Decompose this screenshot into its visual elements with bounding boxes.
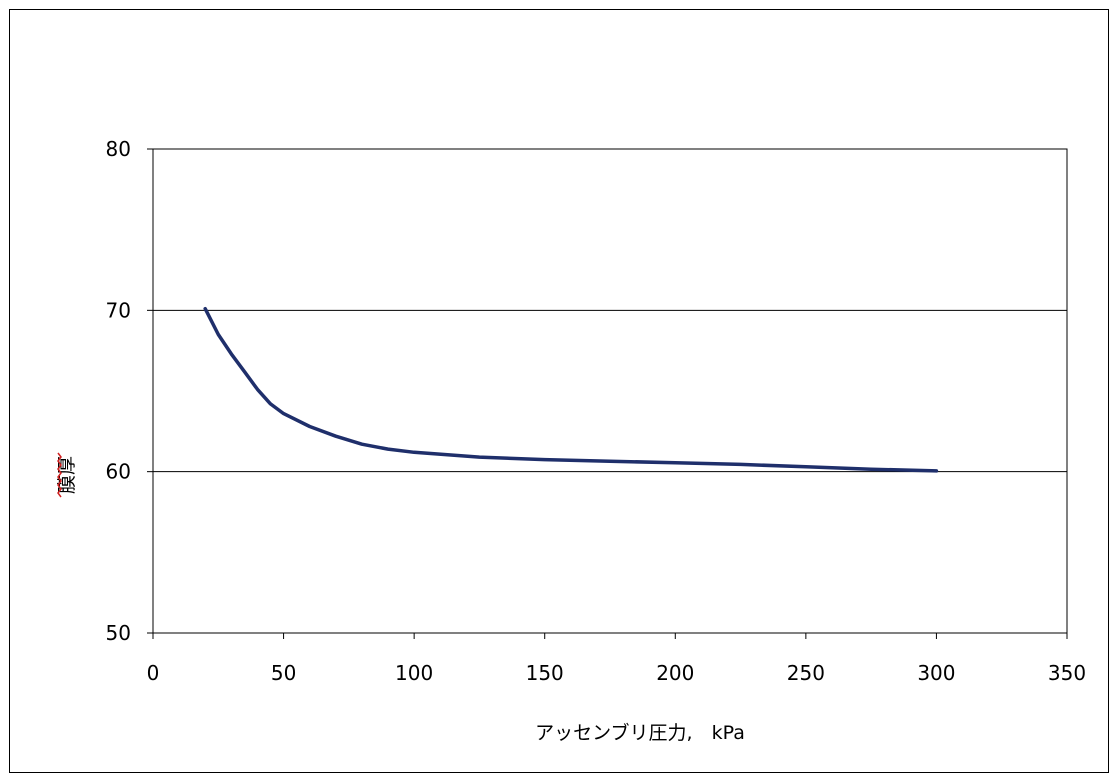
series-layer — [203, 306, 939, 473]
y-tick-label: 80 — [106, 137, 131, 161]
y-axis-ticks: 50 60 70 80 — [106, 137, 153, 645]
plot-area — [152, 148, 1068, 634]
x-axis-title: アッセンブリ圧力, kPa — [535, 721, 745, 744]
x-axis-ticks: 0 50 100 150 200 250 300 350 — [147, 633, 1086, 685]
x-tick-label: 100 — [395, 661, 433, 685]
y-tick-label: 50 — [106, 621, 131, 645]
gridlines — [153, 309, 1067, 473]
x-tick-label: 300 — [917, 661, 955, 685]
y-tick-label: 70 — [106, 298, 131, 322]
chart-frame — [9, 9, 1109, 773]
y-tick-label: 60 — [106, 460, 131, 484]
x-tick-label: 150 — [526, 661, 564, 685]
series-line — [203, 306, 939, 473]
plot-area-border — [152, 148, 1068, 634]
spellcheck-underline — [57, 452, 62, 498]
y-axis-title-group: 膜厚 — [56, 452, 78, 498]
x-tick-label: 200 — [656, 661, 694, 685]
x-tick-label: 250 — [787, 661, 825, 685]
x-tick-label: 350 — [1048, 661, 1086, 685]
x-tick-label: 0 — [147, 661, 160, 685]
x-tick-label: 50 — [271, 661, 296, 685]
